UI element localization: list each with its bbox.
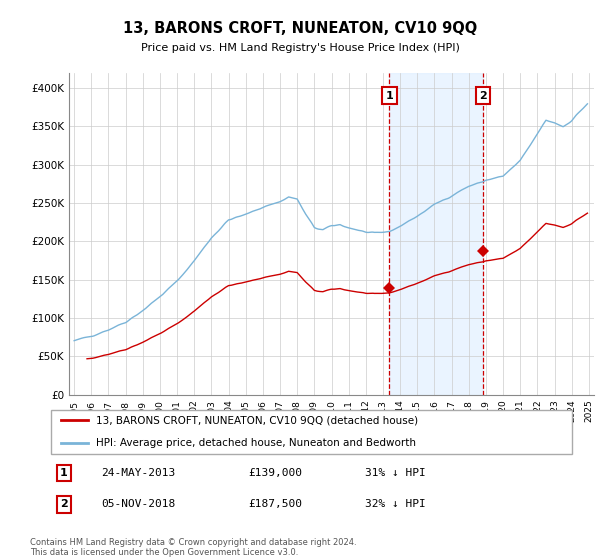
FancyBboxPatch shape (50, 409, 572, 454)
Text: 31% ↓ HPI: 31% ↓ HPI (365, 468, 425, 478)
Text: 13, BARONS CROFT, NUNEATON, CV10 9QQ (detached house): 13, BARONS CROFT, NUNEATON, CV10 9QQ (de… (95, 416, 418, 426)
Text: £187,500: £187,500 (248, 500, 302, 510)
Text: HPI: Average price, detached house, Nuneaton and Bedworth: HPI: Average price, detached house, Nune… (95, 438, 416, 448)
Text: 2: 2 (60, 500, 68, 510)
Text: 24-MAY-2013: 24-MAY-2013 (101, 468, 175, 478)
Bar (389, 73, 483, 395)
Text: 32% ↓ HPI: 32% ↓ HPI (365, 500, 425, 510)
Text: 13, BARONS CROFT, NUNEATON, CV10 9QQ: 13, BARONS CROFT, NUNEATON, CV10 9QQ (123, 21, 477, 36)
Text: 05-NOV-2018: 05-NOV-2018 (101, 500, 175, 510)
Text: 1: 1 (60, 468, 68, 478)
Text: £139,000: £139,000 (248, 468, 302, 478)
Text: Contains HM Land Registry data © Crown copyright and database right 2024.
This d: Contains HM Land Registry data © Crown c… (30, 538, 356, 557)
Text: 1: 1 (386, 91, 394, 101)
Text: Price paid vs. HM Land Registry's House Price Index (HPI): Price paid vs. HM Land Registry's House … (140, 43, 460, 53)
Text: 2: 2 (479, 91, 487, 101)
